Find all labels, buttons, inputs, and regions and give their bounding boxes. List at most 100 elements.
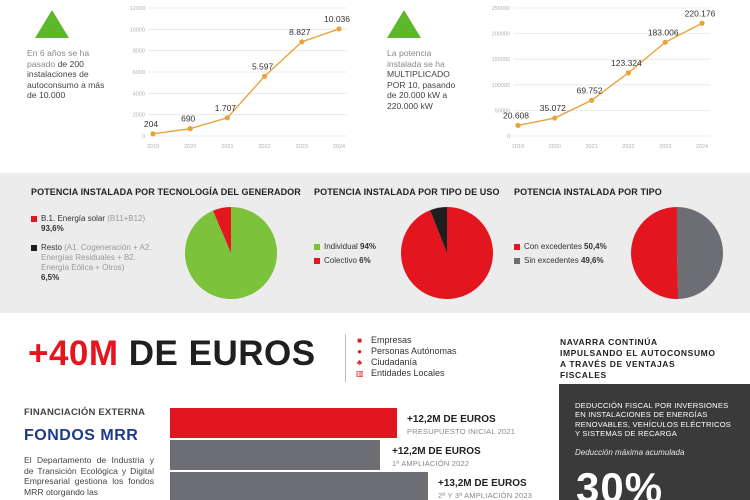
budget-bar-2023-value: +13,2M DE EUROS — [438, 478, 527, 489]
audience-divider — [345, 334, 346, 382]
y-tick-label: 100000 — [492, 83, 510, 89]
data-label: 220.176 — [685, 8, 716, 18]
uso-legend-colectivo: Colectivo 6% — [314, 256, 404, 266]
uso-pie-chart — [401, 207, 493, 299]
y-tick-label: 0 — [142, 134, 145, 140]
x-tick-label: 2019 — [512, 144, 524, 150]
tax-deduction-subtitle: Deducción máxima acumulada — [575, 448, 685, 457]
person-icon: ● — [357, 346, 362, 356]
green-triangle-icon — [35, 10, 69, 38]
data-label: 69.752 — [577, 85, 603, 95]
data-label: 10.036 — [324, 14, 350, 24]
budget-bar-2021-sub: PRESUPUESTO INICIAL 2021 — [407, 427, 516, 436]
budget-bar-2023-sub: 2ª Y 3ª AMPLIACIÓN 2023 — [438, 491, 533, 500]
y-tick-label: 6000 — [133, 70, 145, 76]
budget-bar-2022-sub: 1ª AMPLIACIÓN 2022 — [392, 459, 470, 468]
pie-slice — [630, 207, 679, 299]
x-tick-label: 2020 — [549, 144, 561, 150]
data-point — [187, 126, 193, 132]
x-tick-label: 2021 — [221, 144, 233, 150]
data-point — [150, 131, 156, 137]
tipo-legend-con: Con excedentes 50,4% — [514, 242, 634, 252]
data-label: 5.597 — [252, 61, 274, 71]
data-point — [299, 39, 305, 45]
budget-bar-2023 — [170, 472, 428, 500]
legend-swatch — [31, 216, 37, 222]
x-tick-label: 2023 — [296, 144, 308, 150]
power-line-chart: 0 50000 100000 150000 200000 250000 2019 2020 20… — [492, 6, 716, 150]
y-tick-label: 200000 — [492, 32, 510, 38]
tipo-pie-title: POTENCIA INSTALADA POR TIPO — [514, 187, 662, 197]
data-point — [662, 39, 668, 45]
y-tick-label: 4000 — [133, 91, 145, 97]
briefcase-icon: ■ — [357, 335, 362, 345]
data-label: 20.608 — [503, 110, 529, 120]
mrr-title: FONDOS MRR — [24, 427, 139, 444]
pie-slice — [430, 207, 447, 253]
tech-legend-solar: B.1. Energía solar (B11+B12) 93,6% — [31, 214, 156, 234]
x-tick-label: 2019 — [147, 144, 159, 150]
data-point — [589, 97, 595, 103]
tipo-pie-chart — [630, 207, 723, 299]
legend-swatch — [31, 245, 37, 251]
data-label: 123.324 — [611, 58, 642, 68]
legend-swatch — [514, 258, 520, 264]
tax-deduction-percent: 30% — [576, 464, 664, 500]
tax-deduction-title: DEDUCCIÓN FISCAL POR INVERSIONES EN INST… — [575, 401, 732, 438]
x-tick-label: 2024 — [696, 144, 708, 150]
installations-summary: En 6 años se ha pasado de 200 instalacio… — [27, 48, 105, 100]
data-point — [515, 122, 521, 129]
audience-list: ■ Empresas ● Personas Autónomas ♣ Ciudadaní… — [356, 335, 457, 379]
legend-swatch — [514, 244, 520, 250]
data-point — [336, 26, 342, 32]
building-icon: ▥ — [356, 368, 364, 378]
audience-autonomos: ● Personas Autónomas — [357, 346, 457, 356]
uso-pie-title: POTENCIA INSTALADA POR TIPO DE USO — [314, 187, 500, 197]
budget-bar-2021 — [170, 408, 397, 438]
pie-slice — [212, 207, 231, 253]
tax-deduction-box: DEDUCCIÓN FISCAL POR INVERSIONES EN INST… — [559, 384, 750, 500]
tech-legend: B.1. Energía solar (B11+B12) 93,6% Resto… — [31, 214, 156, 283]
x-tick-label: 2022 — [622, 144, 634, 150]
mrr-description: El Departamento de Industria y de Transi… — [24, 455, 154, 497]
audience-ciudadania: ♣ Ciudadanía — [356, 357, 418, 367]
installations-line-chart: 0 2000 4000 6000 8000 10000 12000 2019 2020 2021 2… — [130, 6, 351, 150]
data-point — [262, 73, 268, 79]
pie-slice — [677, 207, 723, 299]
navarra-heading: NAVARRA CONTINÚA IMPULSANDO EL AUTOCONSU… — [560, 337, 716, 380]
y-tick-label: 0 — [507, 134, 510, 140]
y-tick-label: 150000 — [492, 57, 510, 63]
data-label: 183.006 — [648, 27, 679, 37]
pie-charts-band — [0, 173, 750, 313]
data-label: 204 — [144, 119, 158, 129]
y-tick-label: 2000 — [133, 113, 145, 119]
budget-bar-2022-value: +12,2M DE EUROS — [392, 446, 481, 457]
power-summary: La potencia instalada se ha MULTIPLICADO… — [387, 48, 456, 111]
tech-pie-chart — [185, 207, 277, 299]
financing-label: FINANCIACIÓN EXTERNA — [24, 407, 146, 418]
tipo-legend-sin: Sin excedentes 49,6% — [514, 256, 634, 266]
y-tick-label: 8000 — [133, 49, 145, 55]
data-label: 1.707 — [215, 103, 237, 113]
x-tick-label: 2021 — [585, 144, 597, 150]
data-label: 8.827 — [289, 27, 311, 37]
data-label: 690 — [181, 114, 195, 124]
data-point — [552, 115, 558, 121]
budget-bar-2021-value: +12,2M DE EUROS — [407, 414, 496, 425]
group-icon: ♣ — [356, 357, 363, 367]
series-line — [152, 28, 340, 135]
y-tick-label: 50000 — [495, 108, 510, 114]
x-tick-label: 2023 — [659, 144, 671, 150]
legend-swatch — [314, 258, 320, 264]
headline-amount: +40M DE EUROS — [28, 334, 316, 373]
data-point — [625, 70, 631, 76]
x-tick-label: 2024 — [333, 144, 345, 150]
legend-swatch — [314, 244, 320, 250]
uso-legend-individual: Individual 94% — [314, 242, 404, 252]
tech-legend-resto: Resto (A1. Cogeneración + A2. Energías R… — [31, 243, 156, 283]
x-tick-label: 2020 — [184, 144, 196, 150]
y-tick-label: 250000 — [492, 6, 510, 12]
audience-empresas: ■ Empresas — [357, 335, 412, 345]
y-tick-label: 12000 — [130, 6, 145, 12]
green-triangle-icon-2 — [387, 10, 421, 38]
